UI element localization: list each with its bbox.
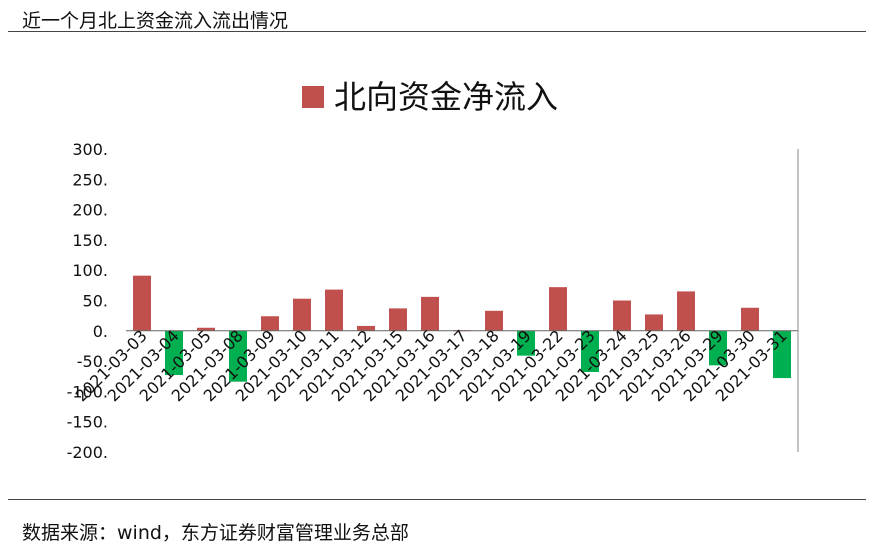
bar [517, 330, 535, 356]
y-axis: 300. 250. 200. 150. 100. 50. 0. -50. -100. -150. -… [67, 140, 108, 462]
y-tick-label: 0. [93, 322, 108, 341]
legend-label: 北向资金净流入 [334, 78, 558, 116]
bar [133, 275, 151, 331]
chart-legend: 北向资金净流入 [302, 78, 558, 116]
bar [549, 287, 567, 331]
y-tick-label: -50. [77, 352, 108, 371]
x-axis-labels: 2021-03-032021-03-042021-03-052021-03-08… [72, 326, 791, 405]
bar [389, 308, 407, 331]
bar [485, 310, 503, 331]
bar-series [133, 275, 791, 382]
y-tick-label: 300. [72, 140, 108, 159]
bar [421, 296, 439, 331]
y-tick-label: 50. [83, 292, 108, 311]
y-tick-label: 200. [72, 201, 108, 220]
bottom-divider [8, 499, 866, 500]
bar [741, 307, 759, 331]
y-tick-label: -100. [67, 382, 108, 401]
bar [613, 300, 631, 331]
bar [709, 330, 727, 366]
y-tick-label: -150. [67, 413, 108, 432]
bar [261, 316, 279, 331]
bar [229, 330, 247, 382]
legend-swatch [302, 86, 324, 108]
bar [357, 325, 375, 331]
top-divider [8, 31, 866, 32]
bar [773, 330, 791, 379]
y-tick-label: 250. [72, 170, 108, 189]
bar [581, 330, 599, 373]
bar [645, 314, 663, 331]
bar [677, 291, 695, 331]
bar [197, 327, 215, 331]
y-tick-label: -200. [67, 443, 108, 462]
bar [165, 330, 183, 376]
y-tick-label: 150. [72, 231, 108, 250]
y-tick-label: 100. [72, 261, 108, 280]
page-title: 近一个月北上资金流入流出情况 [22, 10, 289, 32]
bar [325, 289, 343, 331]
bar [293, 298, 311, 331]
source-note: 数据来源：wind，东方证券财富管理业务总部 [22, 522, 409, 544]
